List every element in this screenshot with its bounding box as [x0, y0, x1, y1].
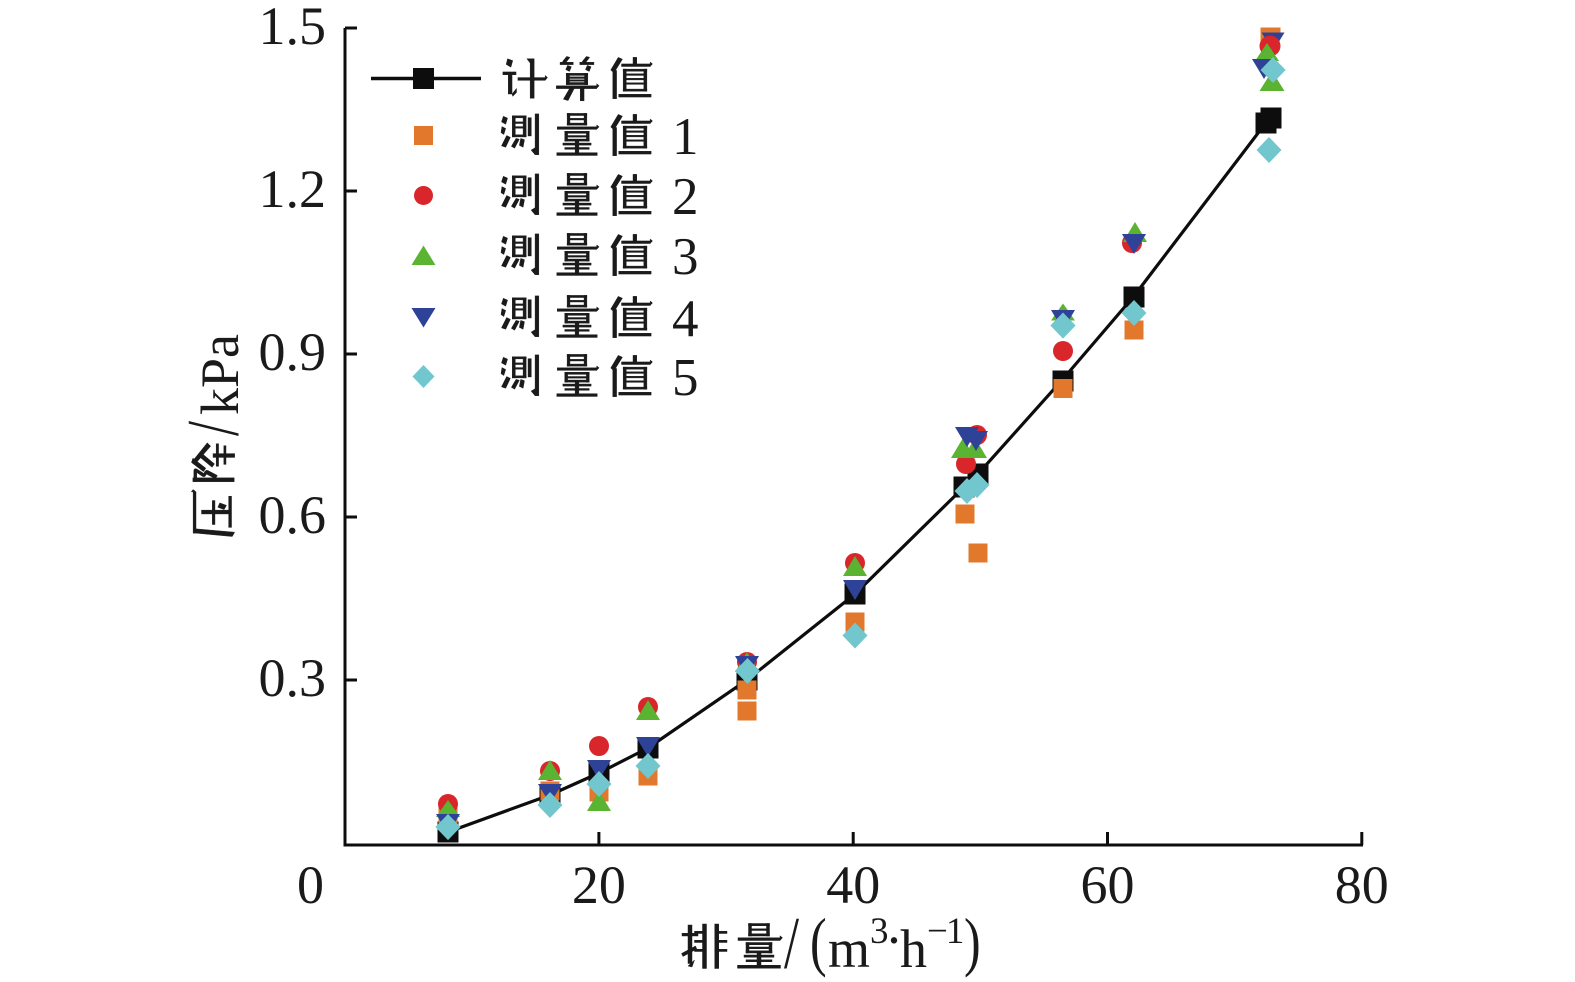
- svg-text:(: (: [810, 905, 827, 978]
- svg-text:0.3: 0.3: [259, 648, 327, 708]
- svg-text:): ): [964, 905, 981, 978]
- svg-text:3: 3: [870, 911, 889, 952]
- svg-text:kPa: kPa: [190, 334, 250, 415]
- svg-text:2: 2: [672, 168, 699, 226]
- svg-text:−1: −1: [927, 911, 963, 952]
- svg-text:60: 60: [1081, 855, 1135, 915]
- svg-text:0.6: 0.6: [259, 485, 327, 545]
- svg-text:·: ·: [885, 910, 903, 970]
- svg-text:5: 5: [672, 349, 699, 407]
- svg-text:4: 4: [672, 290, 699, 348]
- svg-text:40: 40: [826, 855, 880, 915]
- svg-text:0: 0: [297, 855, 324, 915]
- svg-text:0.9: 0.9: [259, 322, 327, 382]
- svg-text:1.5: 1.5: [259, 0, 327, 56]
- svg-text:/: /: [784, 903, 800, 982]
- svg-text:80: 80: [1335, 855, 1389, 915]
- svg-text:h: h: [900, 919, 927, 979]
- svg-text:20: 20: [572, 855, 626, 915]
- svg-text:3: 3: [672, 228, 699, 286]
- svg-text:m: m: [828, 919, 870, 979]
- svg-text:1.2: 1.2: [259, 159, 327, 219]
- svg-text:1: 1: [672, 108, 699, 166]
- svg-text:/: /: [173, 420, 255, 436]
